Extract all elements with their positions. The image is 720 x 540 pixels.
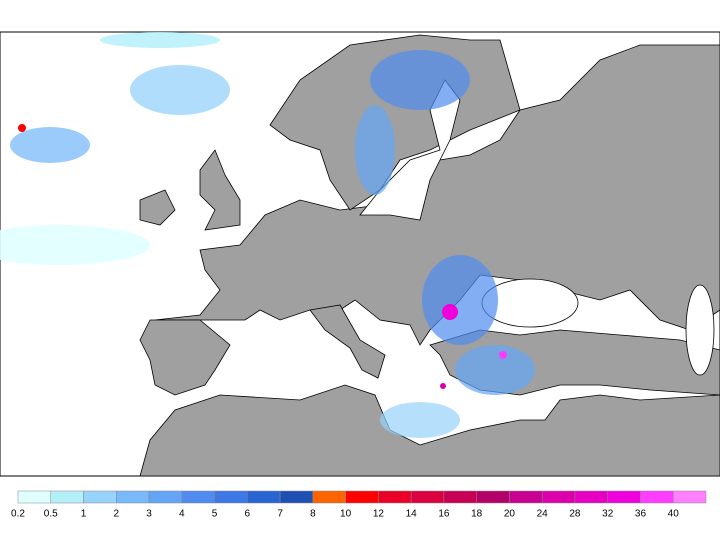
legend-label: 3 xyxy=(146,509,152,520)
legend-label: 40 xyxy=(668,509,680,520)
legend-swatch xyxy=(410,490,445,504)
legend-label: 2 xyxy=(114,509,120,520)
legend-swatch xyxy=(574,490,608,504)
legend-swatch xyxy=(443,490,477,504)
legend-swatch xyxy=(509,490,543,504)
legend-swatch xyxy=(181,490,215,504)
legend-label: 0.5 xyxy=(44,509,58,520)
legend-label: 8 xyxy=(310,509,316,520)
legend-label: 18 xyxy=(471,509,483,520)
legend-label: 12 xyxy=(373,509,385,520)
legend-swatch xyxy=(672,490,707,504)
legend-label: 1 xyxy=(81,509,87,520)
legend-swatch xyxy=(476,490,510,504)
legend-swatch xyxy=(17,490,52,504)
legend-swatch xyxy=(607,490,641,504)
legend-swatch xyxy=(247,490,281,504)
legend-label: 0.2 xyxy=(11,509,25,520)
legend-label: 14 xyxy=(406,509,418,520)
precipitation xyxy=(0,32,535,438)
legend-label: 10 xyxy=(340,509,352,520)
legend-label: 28 xyxy=(569,509,581,520)
legend-label: 20 xyxy=(504,509,516,520)
legend-label: 4 xyxy=(179,509,185,520)
legend-swatch xyxy=(50,490,84,504)
map xyxy=(0,31,720,477)
legend-swatch xyxy=(345,490,379,504)
legend-swatch xyxy=(148,490,183,504)
legend-swatch xyxy=(378,490,412,504)
legend-swatch xyxy=(83,490,117,504)
legend-label: 5 xyxy=(212,509,218,520)
legend-label: 6 xyxy=(245,509,251,520)
legend-label: 32 xyxy=(602,509,614,520)
legend-label: 36 xyxy=(635,509,647,520)
legend: 0.2 0.5 1 2 3 4 5 6 7 8 10 12 14 16 18 20 24 28 32 36 40 xyxy=(11,490,707,520)
legend-swatch xyxy=(640,490,674,504)
legend-swatch xyxy=(214,490,248,504)
legend-swatch xyxy=(312,490,346,504)
legend-label: 16 xyxy=(438,509,450,520)
legend-swatch xyxy=(541,490,576,504)
legend-label: 24 xyxy=(537,509,549,520)
legend-swatch xyxy=(116,490,150,504)
legend-label: 7 xyxy=(277,509,283,520)
legend-swatch xyxy=(279,490,314,504)
